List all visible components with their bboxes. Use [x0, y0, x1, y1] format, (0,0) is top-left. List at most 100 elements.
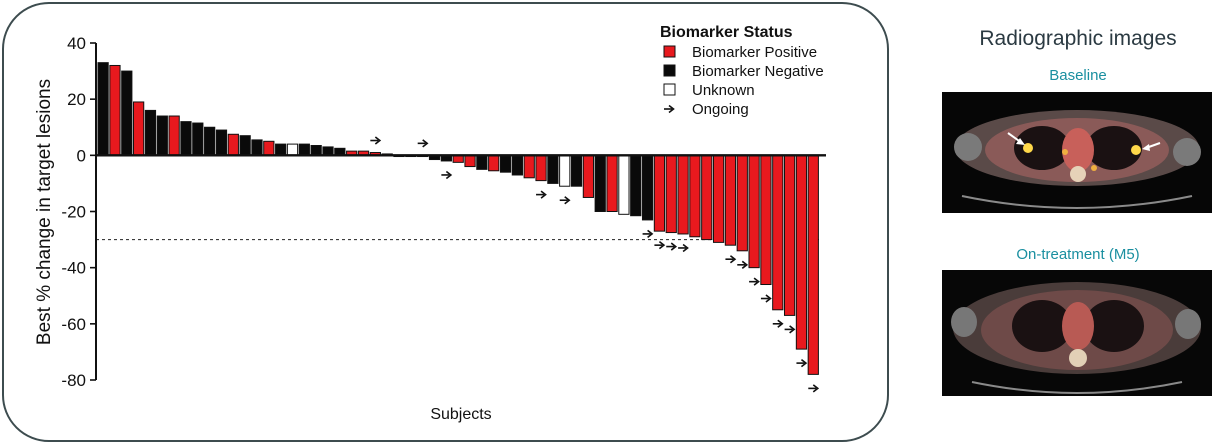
arm-left — [954, 133, 982, 161]
bar-pos — [701, 154, 713, 241]
ct-scan-baseline-image — [942, 92, 1212, 213]
baseline-caption: Baseline — [1049, 67, 1107, 84]
bar-neg — [180, 121, 192, 156]
legend: Biomarker Status Biomarker Positive Biomar… — [660, 24, 824, 118]
legend-label-neg: Biomarker Negative — [692, 63, 824, 80]
bar-neg — [275, 143, 287, 156]
bar-pos — [665, 154, 677, 234]
bar-neg — [547, 154, 559, 184]
bar-pos — [653, 154, 666, 232]
ongoing-arrow — [808, 384, 820, 393]
scanner-table — [961, 195, 1193, 209]
bar-pos — [535, 154, 547, 182]
bar-pos — [488, 154, 500, 172]
bar-pos — [677, 154, 689, 235]
mediastinum — [1062, 128, 1094, 172]
lung-right — [1084, 300, 1144, 352]
bar-pos — [464, 154, 476, 168]
bar-neg — [251, 139, 263, 156]
bar-pos — [712, 154, 725, 243]
ongoing-arrow — [654, 241, 666, 250]
ongoing-arrow — [796, 358, 808, 368]
spine — [1070, 166, 1086, 182]
on-treatment-caption: On-treatment (M5) — [1016, 246, 1140, 263]
legend-swatch-arrow — [664, 104, 675, 114]
bar-neg — [511, 154, 524, 176]
lung-left — [1014, 126, 1070, 170]
bar-pos — [582, 154, 595, 198]
lesion-hotspot-small — [1062, 149, 1068, 155]
arrow-right-head — [1142, 144, 1150, 151]
radiographic-title: Radiographic images — [979, 27, 1177, 50]
arrow-left-head — [1016, 138, 1025, 145]
bar-neg — [630, 154, 642, 217]
bar-neg — [298, 143, 310, 156]
ongoing-arrow — [370, 136, 382, 145]
ongoing-arrow — [417, 139, 429, 148]
bar-neg — [97, 62, 109, 156]
ongoing-arrow — [725, 255, 737, 264]
bar-unk — [559, 154, 571, 187]
y-tick-label: 40 — [67, 34, 86, 53]
bar-neg — [144, 109, 157, 156]
ongoing-arrow — [772, 319, 784, 328]
ongoing-arrows-layer — [370, 136, 820, 393]
ongoing-arrow — [737, 260, 749, 269]
bar-neg — [204, 126, 216, 156]
bar-neg — [192, 122, 204, 156]
ongoing-arrow — [784, 325, 796, 334]
arm-left — [951, 307, 977, 337]
mediastinum — [1062, 302, 1094, 350]
ongoing-arrow — [749, 277, 760, 286]
y-tick-label: 0 — [77, 146, 86, 165]
bar-pos — [168, 115, 180, 156]
y-tick-label: 20 — [67, 90, 86, 109]
bar-neg — [641, 154, 654, 221]
bar-neg — [121, 70, 133, 156]
y-tick-label: -20 — [61, 203, 86, 222]
lesion-hotspot-small — [1091, 165, 1097, 171]
bar-pos — [724, 154, 737, 246]
bar-pos — [748, 154, 760, 269]
bar-pos — [133, 101, 145, 156]
ct-scan-on-treatment-image — [942, 270, 1212, 396]
ongoing-arrow — [559, 196, 571, 205]
ongoing-arrow — [642, 229, 654, 239]
bar-pos — [736, 154, 748, 252]
bar-neg — [594, 154, 606, 212]
bar-pos — [783, 154, 796, 316]
axes-layer: 40 20 0 -20 -40 -60 -80 — [61, 34, 826, 390]
chart-frame — [2, 2, 889, 442]
ongoing-arrow — [536, 190, 547, 199]
ongoing-arrow — [441, 170, 453, 180]
spine — [1069, 349, 1087, 367]
bar-pos — [807, 154, 819, 375]
legend-swatch-unk — [663, 83, 676, 96]
bar-neg — [570, 154, 583, 187]
bar-pos — [227, 133, 239, 156]
y-axis-label: Best % change in target lesions — [34, 79, 55, 345]
y-tick-label: -60 — [61, 315, 86, 334]
legend-swatch-neg — [663, 64, 676, 77]
bar-pos — [606, 154, 618, 212]
bar-neg — [239, 135, 251, 156]
radiographic-panel: Radiographic images Baseline On-treatmen… — [930, 0, 1226, 446]
scanner-table — [971, 381, 1183, 394]
bar-pos — [263, 140, 275, 156]
bar-pos — [795, 154, 808, 350]
bar-neg — [476, 154, 488, 170]
legend-label-pos: Biomarker Positive — [692, 44, 817, 61]
lung-left — [1012, 300, 1072, 352]
x-axis-label: Subjects — [430, 406, 491, 423]
lung-right — [1086, 126, 1142, 170]
ongoing-arrow — [666, 242, 678, 251]
bar-pos — [109, 64, 121, 156]
arm-right — [1175, 309, 1201, 339]
bar-neg — [499, 154, 512, 173]
y-tick-label: -40 — [61, 259, 86, 278]
lesion-hotspot-left — [1023, 143, 1033, 153]
legend-title: Biomarker Status — [660, 24, 793, 41]
bar-neg — [310, 145, 322, 156]
arm-right — [1173, 138, 1201, 166]
legend-label-ongoing: Ongoing — [692, 101, 749, 118]
